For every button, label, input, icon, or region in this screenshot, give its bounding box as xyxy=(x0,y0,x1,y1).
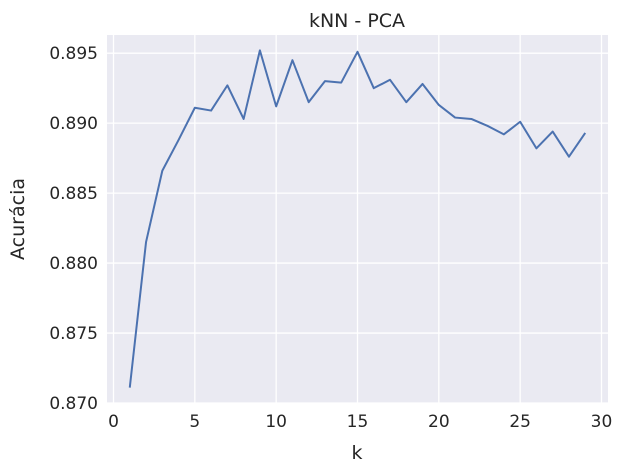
x-tick-label: 20 xyxy=(428,412,450,432)
y-tick-label: 0.870 xyxy=(49,394,98,414)
y-axis: 0.870 0.875 0.880 0.885 0.890 0.895 xyxy=(49,44,98,414)
y-tick-label: 0.875 xyxy=(49,324,98,344)
series-line xyxy=(128,49,587,388)
x-axis-label: k xyxy=(351,442,362,464)
x-tick-label: 25 xyxy=(509,412,531,432)
x-tick-label: 15 xyxy=(347,412,369,432)
x-tick-label: 5 xyxy=(189,412,200,432)
x-axis: 0 5 10 15 20 25 30 xyxy=(108,412,612,432)
grid xyxy=(107,35,608,404)
y-tick-label: 0.880 xyxy=(49,254,98,274)
x-tick-label: 10 xyxy=(265,412,287,432)
y-axis-label: Acurácia xyxy=(7,178,29,260)
chart-title: kNN - PCA xyxy=(309,10,405,32)
y-tick-label: 0.890 xyxy=(49,114,98,134)
y-tick-label: 0.885 xyxy=(49,184,98,204)
y-tick-label: 0.895 xyxy=(49,44,98,64)
x-tick-label: 0 xyxy=(108,412,119,432)
x-tick-label: 30 xyxy=(591,412,613,432)
